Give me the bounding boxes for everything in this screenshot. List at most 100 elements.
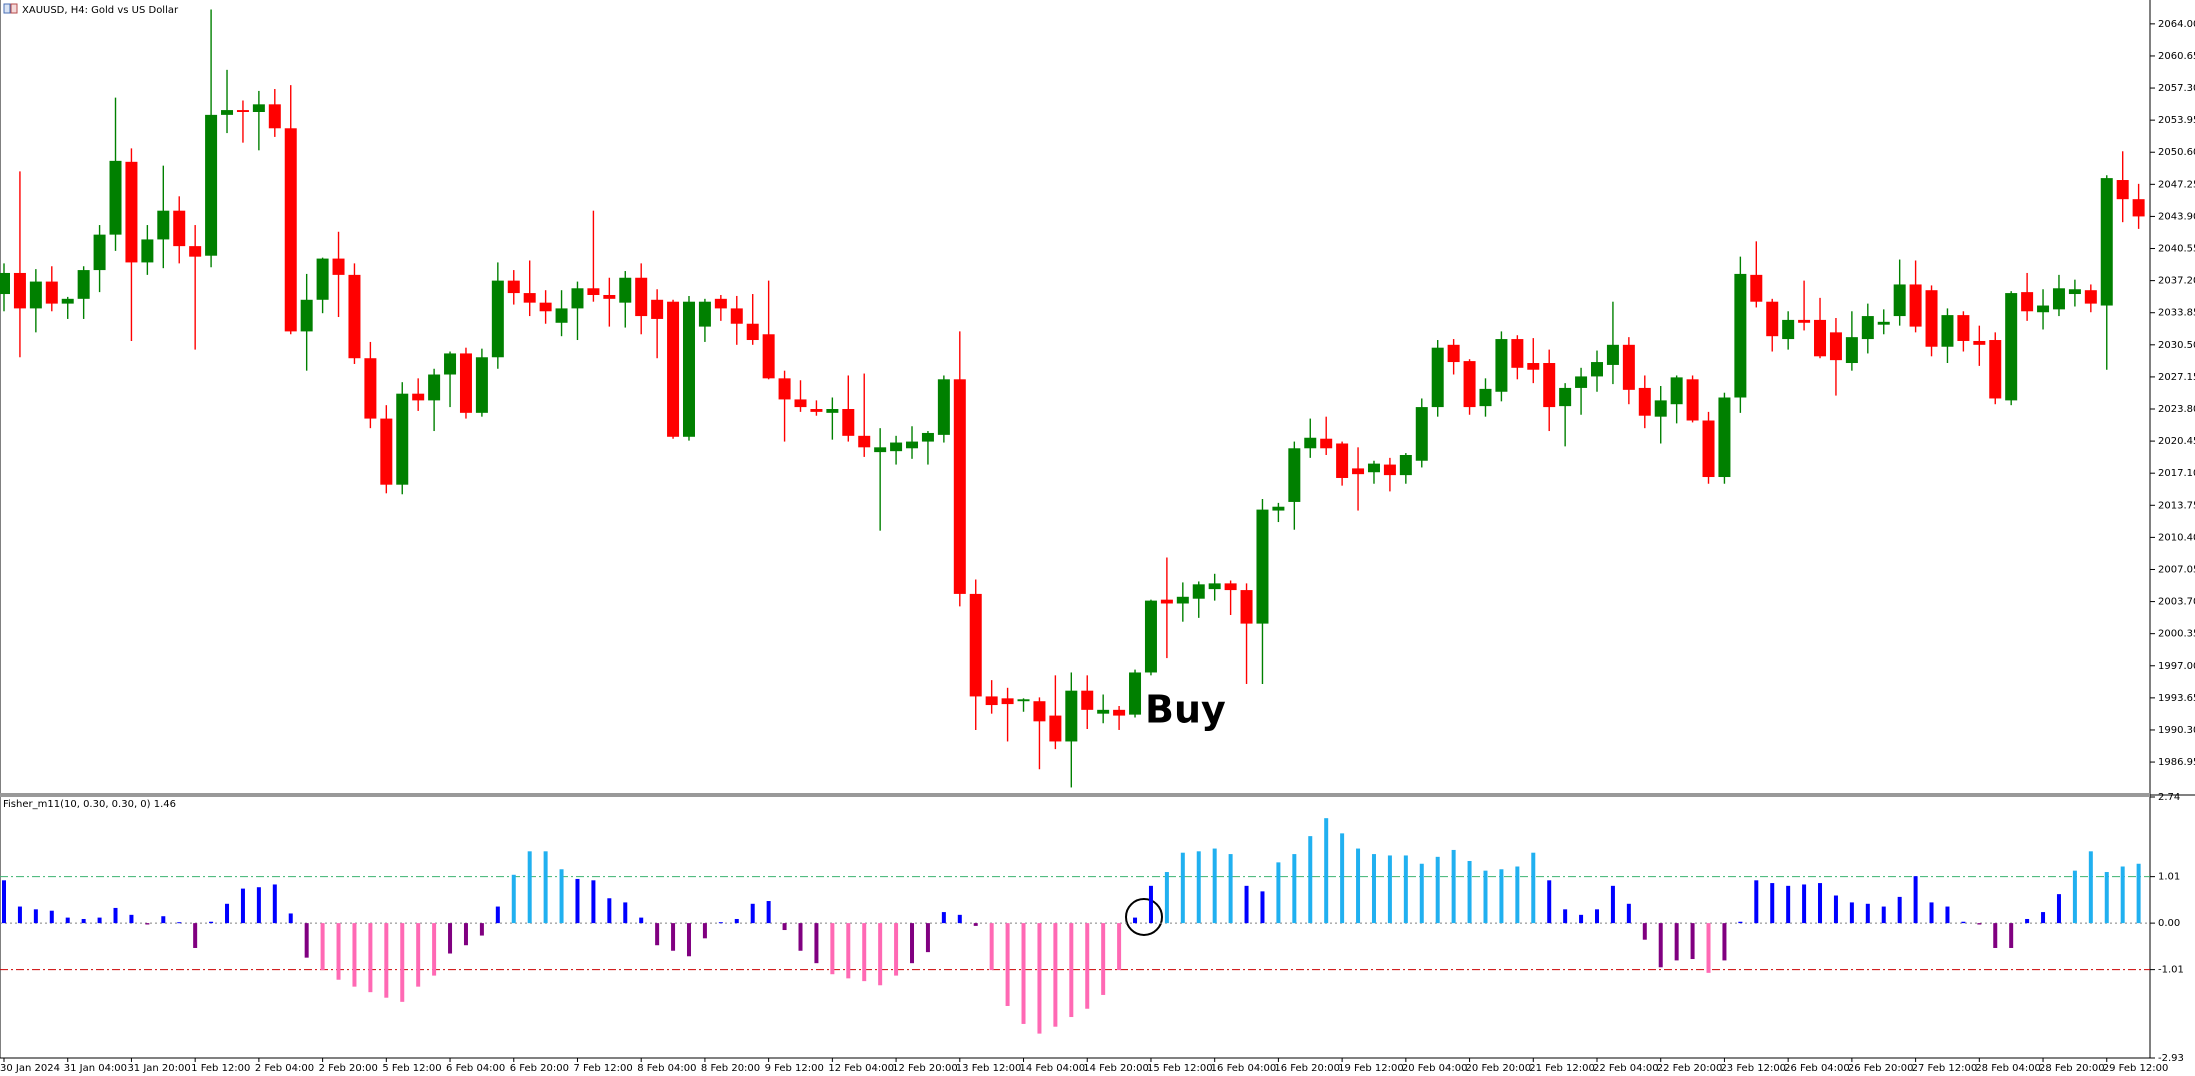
candle-body (2037, 305, 2050, 313)
histogram-bar (479, 923, 484, 936)
candle-body (1479, 388, 1492, 407)
y-tick-label: 2017.10 (2158, 468, 2195, 479)
candle-body (1367, 463, 1380, 473)
histogram-bar (734, 918, 739, 924)
candle-body (539, 302, 552, 312)
candle-body (332, 258, 345, 275)
candle-body (667, 301, 680, 437)
histogram-bar (894, 923, 899, 976)
candle-body (459, 353, 472, 413)
candle-body (1638, 387, 1651, 416)
histogram-bar (559, 869, 564, 924)
x-tick-label: 13 Feb 12:00 (956, 1063, 1022, 1074)
candle-body (141, 239, 154, 263)
x-tick-label: 16 Feb 20:00 (1274, 1063, 1340, 1074)
histogram-bar (1212, 848, 1217, 924)
histogram-bar (1451, 849, 1456, 924)
histogram-bar (400, 923, 405, 1002)
histogram-bar (1148, 885, 1153, 924)
candle-body (890, 442, 903, 452)
x-tick-label: 29 Feb 12:00 (2103, 1063, 2169, 1074)
histogram-bar (1563, 909, 1568, 924)
candle-body (1001, 698, 1014, 705)
y-tick-label: 2020.45 (2158, 436, 2195, 447)
y-tick-label: 2023.80 (2158, 404, 2195, 415)
candle-body (1463, 361, 1476, 408)
x-tick-label: 6 Feb 04:00 (446, 1063, 505, 1074)
candle-body (316, 258, 329, 300)
histogram-bar (1531, 852, 1536, 924)
histogram-bar (1085, 923, 1090, 1009)
histogram-bar (1037, 923, 1042, 1034)
x-tick-label: 12 Feb 04:00 (828, 1063, 894, 1074)
candle-body (2052, 288, 2065, 310)
histogram-bar (495, 906, 500, 924)
candle-body (1129, 672, 1142, 715)
y-tick-label: 0.00 (2158, 918, 2180, 929)
candle-body (77, 270, 90, 299)
candle-body (0, 272, 10, 295)
histogram-bar (766, 901, 771, 924)
candle-body (1160, 599, 1173, 604)
candle-body (1591, 362, 1603, 377)
y-tick-label: 2000.35 (2158, 629, 2195, 640)
candle-body (1320, 438, 1333, 449)
histogram-bar (1276, 862, 1281, 924)
histogram-bar (463, 923, 468, 946)
annotation: Buy (1145, 688, 1226, 732)
histogram-bar (607, 898, 612, 924)
y-tick-label: 2057.30 (2158, 83, 2195, 94)
candle-body (985, 696, 998, 706)
candle-body (1304, 437, 1317, 449)
x-tick-label: 26 Feb 04:00 (1784, 1063, 1850, 1074)
candle-body (2005, 293, 2018, 401)
indicator-title: Fisher_m11(10, 0.30, 0.30, 0) 1.46 (3, 799, 176, 810)
histogram-bar (862, 923, 867, 982)
candle-body (730, 308, 743, 324)
candle-body (189, 246, 202, 257)
candle-body (1718, 397, 1731, 478)
histogram-bar (256, 887, 261, 924)
candle-body (1527, 363, 1540, 370)
x-tick-label: 7 Feb 12:00 (573, 1063, 632, 1074)
candle-body (1017, 699, 1030, 702)
x-tick-label: 31 Jan 04:00 (64, 1063, 127, 1074)
histogram-bar (1371, 854, 1376, 924)
histogram-bar (1308, 836, 1313, 924)
y-tick-label: 2040.55 (2158, 244, 2195, 255)
candle-body (937, 379, 950, 435)
y-tick-label: 2010.40 (2158, 532, 2195, 543)
histogram-bar (2088, 851, 2093, 924)
candle-body (1798, 319, 1811, 323)
histogram-bar (2041, 912, 2046, 924)
candle-body (157, 210, 170, 240)
candle-body (1543, 363, 1556, 408)
candle-body (810, 409, 823, 412)
candle-body (1973, 340, 1986, 345)
histogram-bar (1499, 869, 1504, 924)
x-tick-label: 19 Feb 12:00 (1338, 1063, 1404, 1074)
symbol-icon (3, 3, 18, 14)
candle-body (29, 281, 42, 309)
candle-body (2084, 290, 2097, 304)
y-tick-label: 1990.30 (2158, 725, 2195, 736)
y-tick-label: 1.01 (2158, 872, 2180, 883)
histogram-bar (671, 923, 676, 951)
y-tick-label: 1986.95 (2158, 757, 2195, 768)
x-tick-label: 31 Jan 20:00 (127, 1063, 190, 1074)
x-tick-label: 8 Feb 20:00 (701, 1063, 760, 1074)
histogram-bar (639, 917, 644, 924)
candle-body (1511, 339, 1524, 368)
histogram-bar (591, 880, 596, 924)
histogram-bar (384, 923, 389, 998)
candle-body (1654, 400, 1667, 417)
candle-body (1989, 340, 2002, 399)
histogram-bar (1818, 883, 1823, 924)
y-tick-label: 1993.65 (2158, 693, 2195, 704)
candle-body (444, 353, 457, 375)
candle-body (698, 301, 711, 327)
histogram-bar (1292, 854, 1297, 924)
histogram-bar (1961, 921, 1966, 924)
